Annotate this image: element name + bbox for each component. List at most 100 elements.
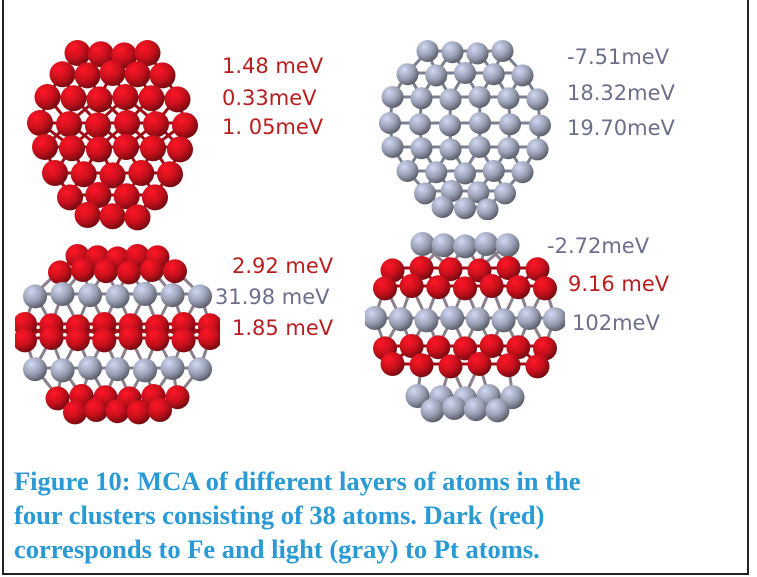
fe-atom <box>49 61 76 88</box>
mca-value: 19.70meV <box>567 116 675 140</box>
pt-atom <box>511 64 534 87</box>
pt-atom <box>431 233 456 258</box>
fe-atom <box>85 182 112 208</box>
fe-atom <box>114 110 140 136</box>
pt-atom <box>454 197 476 220</box>
pt-atom <box>497 137 520 160</box>
fe-atom <box>506 335 531 360</box>
fe-atom <box>426 335 451 360</box>
fe-atom <box>86 86 113 113</box>
fe-atom <box>409 256 434 280</box>
fe-atom <box>60 85 87 112</box>
fe-atom <box>525 354 550 379</box>
pt-atom <box>511 161 534 184</box>
pt-atom <box>482 160 505 182</box>
fe-atom <box>438 257 463 282</box>
fe-atom <box>467 352 492 376</box>
fe-atom <box>74 202 101 228</box>
fe-atom <box>145 327 170 352</box>
fe-atom <box>142 184 168 211</box>
fe-atom <box>105 399 130 424</box>
cluster-pt-image <box>379 40 551 220</box>
fe-atom <box>34 84 61 110</box>
pt-atom <box>439 114 461 137</box>
pt-atom <box>409 113 431 136</box>
fe-atom <box>399 334 424 358</box>
pt-atom <box>410 87 433 110</box>
pt-atom <box>388 307 413 332</box>
fe-atom <box>479 334 504 358</box>
cluster-pt-outer-image <box>365 232 565 423</box>
fe-atom <box>39 326 64 350</box>
fe-atom <box>167 136 193 163</box>
pt-atom <box>543 307 565 332</box>
fe-atom <box>63 400 87 425</box>
fe-atom <box>32 134 58 160</box>
mca-value: 1. 05meV <box>222 115 324 139</box>
pt-atom <box>160 283 185 308</box>
pt-atom <box>463 397 488 422</box>
fe-atom <box>506 275 531 300</box>
fe-atom <box>48 260 72 285</box>
pt-atom <box>468 86 491 108</box>
pt-atom <box>526 138 549 161</box>
pt-atom <box>365 306 387 330</box>
fe-atom <box>533 276 557 301</box>
fe-atom <box>92 312 117 336</box>
pt-atom <box>476 198 499 220</box>
pt-atom <box>160 356 185 380</box>
pt-atom <box>467 181 490 204</box>
pt-atom <box>50 282 75 306</box>
pt-atom <box>431 196 454 218</box>
mca-value: 102meV <box>572 311 660 335</box>
pt-atom <box>495 233 520 258</box>
pt-atom <box>133 358 157 383</box>
pt-atom <box>482 63 505 86</box>
fe-atom <box>171 312 196 336</box>
fe-atom <box>479 274 504 298</box>
fe-atom <box>113 134 139 160</box>
pt-atom <box>468 136 491 158</box>
pt-atom <box>381 136 404 158</box>
mca-value: 18.32meV <box>567 81 675 105</box>
fe-atom <box>380 258 405 283</box>
pt-atom <box>454 162 476 185</box>
fe-atom <box>138 85 165 112</box>
pt-atom <box>440 180 463 202</box>
pt-atom <box>439 138 462 161</box>
cluster-fe-outer-image <box>15 244 220 425</box>
pt-atom <box>78 356 102 380</box>
pt-atom <box>469 112 491 134</box>
mca-value: 2.92 meV <box>232 254 334 278</box>
fe-atom <box>409 353 434 378</box>
fe-atom <box>45 386 70 411</box>
pt-atom <box>50 358 75 383</box>
fe-atom <box>157 161 183 188</box>
pt-atom <box>396 160 419 182</box>
cluster-fe-image <box>27 40 198 231</box>
fe-atom <box>163 259 187 284</box>
fe-atom <box>496 353 521 378</box>
pt-atom <box>405 384 430 408</box>
pt-atom <box>105 357 130 382</box>
pt-atom <box>453 234 477 259</box>
mca-value: 0.33meV <box>222 86 317 110</box>
fe-atom <box>74 62 101 89</box>
pt-atom <box>441 41 464 64</box>
fe-atom <box>70 161 97 188</box>
fe-atom <box>128 160 155 186</box>
fe-atom <box>84 398 109 422</box>
pt-atom <box>517 306 542 330</box>
pt-atom <box>23 284 47 309</box>
fe-atom <box>143 111 169 138</box>
fe-atom <box>198 326 220 350</box>
pt-atom <box>529 114 551 137</box>
pt-atom <box>465 307 490 332</box>
fe-atom <box>92 328 117 353</box>
fe-atom <box>426 275 451 300</box>
fe-atom <box>399 274 424 298</box>
mca-value: -7.51meV <box>567 45 670 69</box>
fe-atom <box>148 398 172 422</box>
pt-atom <box>381 86 404 108</box>
